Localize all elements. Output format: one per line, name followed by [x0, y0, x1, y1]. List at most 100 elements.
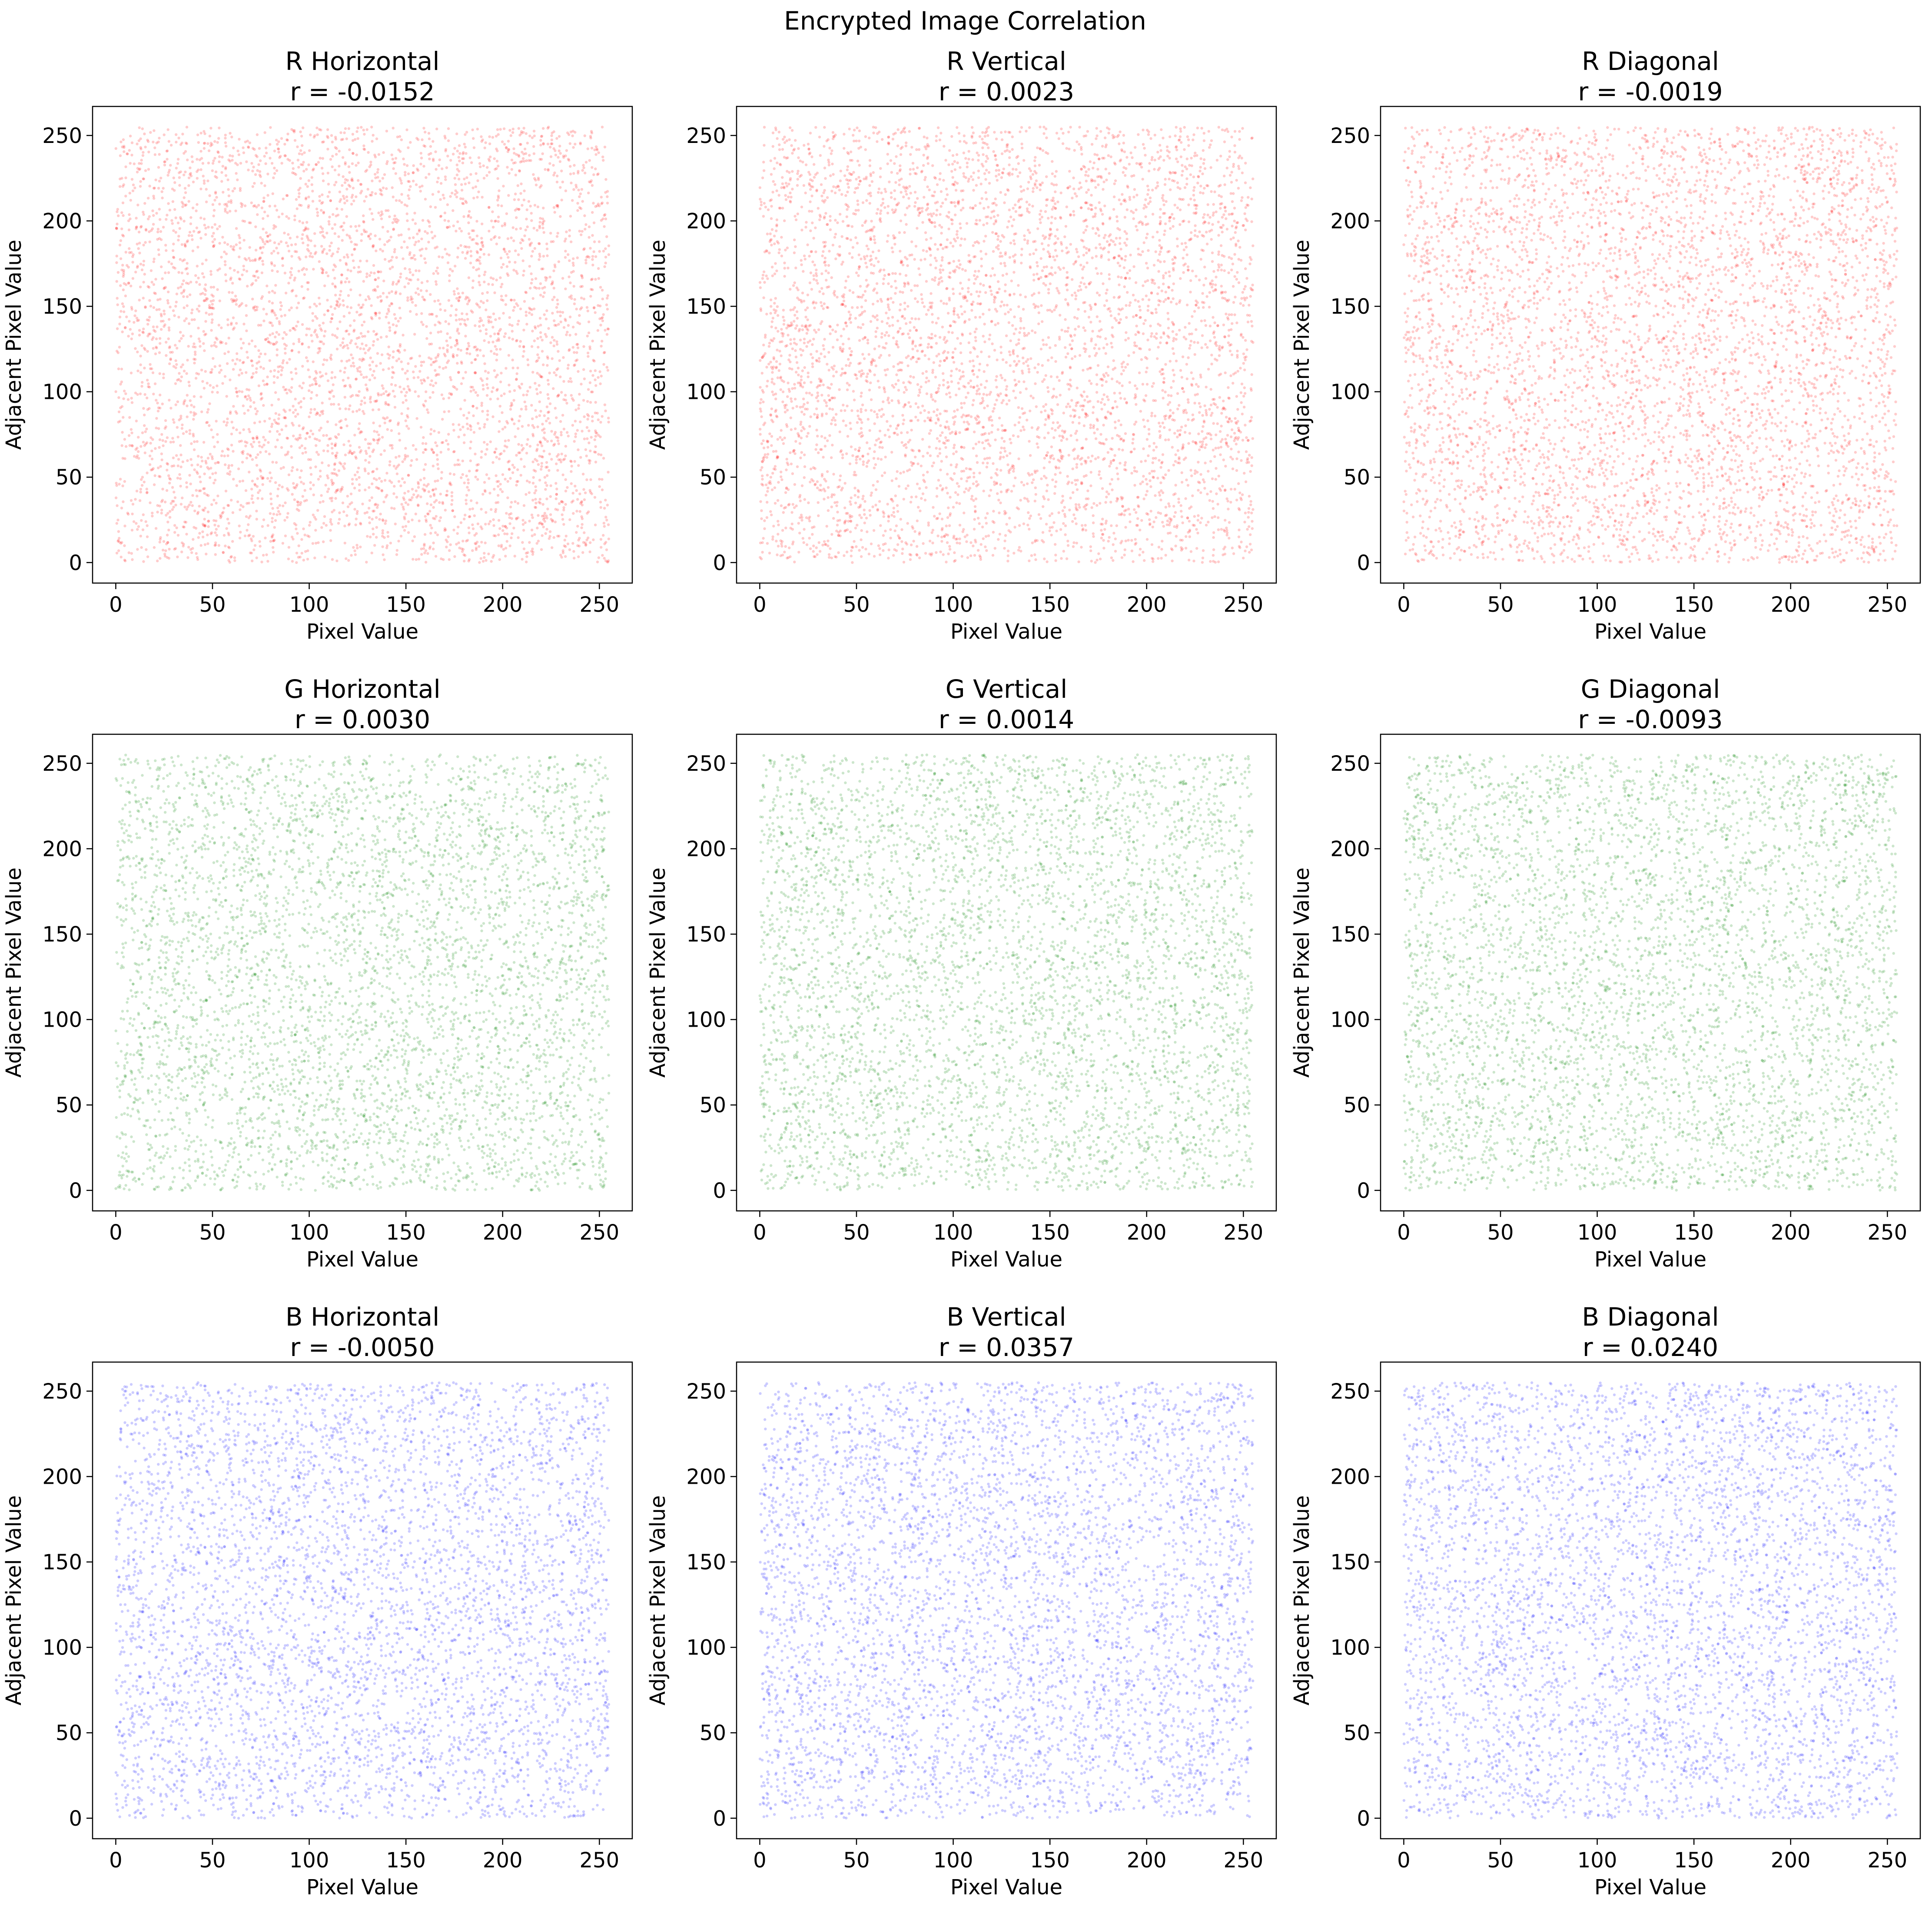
scatter-point: [497, 533, 500, 537]
scatter-point: [258, 489, 262, 492]
scatter-point: [591, 255, 594, 258]
scatter-point: [175, 133, 178, 136]
scatter-point: [430, 448, 433, 451]
scatter-point: [183, 306, 186, 309]
scatter-point: [541, 295, 545, 298]
scatter-point: [135, 216, 138, 220]
scatter-point: [561, 180, 564, 183]
scatter-point: [582, 541, 585, 544]
scatter-point: [146, 318, 149, 322]
scatter-point: [600, 345, 603, 348]
scatter-point: [591, 390, 594, 394]
scatter-point: [425, 518, 428, 521]
scatter-point: [455, 388, 458, 391]
scatter-point: [220, 171, 223, 174]
scatter-point: [123, 438, 126, 441]
scatter-point: [141, 381, 144, 384]
scatter-point: [254, 279, 258, 282]
scatter-point: [146, 378, 149, 382]
scatter-point: [577, 370, 580, 373]
scatter-point: [355, 153, 358, 156]
scatter-point: [568, 518, 571, 521]
scatter-point: [118, 345, 121, 349]
scatter-point: [370, 212, 373, 215]
scatter-point: [354, 138, 357, 141]
scatter-point: [155, 337, 158, 341]
scatter-point: [250, 376, 253, 379]
scatter-point: [559, 152, 562, 155]
scatter-point: [193, 509, 196, 513]
scatter-point: [128, 149, 131, 152]
scatter-point: [526, 225, 529, 229]
scatter-point: [342, 465, 345, 468]
scatter-point: [504, 439, 507, 442]
scatter-point: [349, 324, 352, 327]
scatter-point: [528, 481, 531, 484]
scatter-points: [114, 126, 611, 564]
scatter-point: [597, 556, 601, 559]
scatter-point: [349, 185, 352, 188]
scatter-point: [602, 363, 605, 366]
scatter-point: [205, 553, 208, 556]
scatter-point: [471, 279, 475, 282]
scatter-point: [557, 453, 560, 456]
scatter-point: [187, 381, 190, 384]
scatter-point: [235, 412, 239, 415]
scatter-point: [266, 194, 269, 197]
scatter-point: [207, 494, 210, 497]
scatter-point: [319, 156, 322, 160]
scatter-point: [547, 410, 551, 414]
scatter-point: [311, 542, 315, 545]
scatter-point: [279, 308, 282, 311]
scatter-point: [588, 347, 592, 351]
scatter-point: [211, 226, 214, 229]
scatter-point: [284, 351, 287, 355]
scatter-point: [224, 544, 227, 547]
scatter-point: [567, 364, 570, 367]
scatter-point: [377, 270, 380, 274]
scatter-point: [381, 225, 385, 229]
scatter-point: [473, 358, 477, 361]
scatter-point: [418, 269, 421, 272]
scatter-point: [461, 473, 465, 476]
scatter-point: [216, 494, 219, 497]
scatter-point: [167, 271, 170, 274]
scatter-point: [566, 486, 569, 489]
scatter-point: [285, 194, 288, 197]
scatter-point: [521, 151, 524, 154]
scatter-point: [591, 166, 594, 169]
scatter-point: [298, 385, 301, 388]
scatter-point: [542, 143, 545, 146]
scatter-point: [526, 390, 529, 393]
scatter-point: [266, 337, 269, 340]
scatter-point: [533, 339, 536, 342]
scatter-point: [392, 492, 395, 495]
scatter-point: [294, 438, 298, 441]
scatter-point: [507, 148, 511, 151]
scatter-point: [313, 437, 317, 441]
scatter-point: [191, 504, 194, 507]
scatter-point: [382, 387, 385, 390]
scatter-point: [540, 462, 544, 465]
scatter-point: [501, 428, 505, 431]
scatter-point: [190, 442, 193, 445]
scatter-point: [538, 255, 541, 258]
scatter-point: [472, 238, 475, 241]
scatter-point: [554, 153, 558, 156]
scatter-point: [269, 480, 272, 483]
scatter-point: [466, 250, 469, 253]
scatter-point: [139, 147, 143, 150]
scatter-point: [290, 290, 293, 293]
scatter-point: [355, 457, 358, 460]
scatter-point: [275, 246, 278, 250]
scatter-point: [342, 222, 345, 225]
scatter-point: [435, 444, 438, 448]
scatter-point: [534, 277, 538, 280]
scatter-point: [278, 322, 281, 325]
scatter-point: [511, 532, 514, 535]
scatter-point: [259, 545, 262, 548]
scatter-point: [159, 475, 162, 478]
scatter-point: [558, 145, 561, 148]
scatter-point: [520, 160, 524, 163]
scatter-point: [521, 519, 524, 522]
